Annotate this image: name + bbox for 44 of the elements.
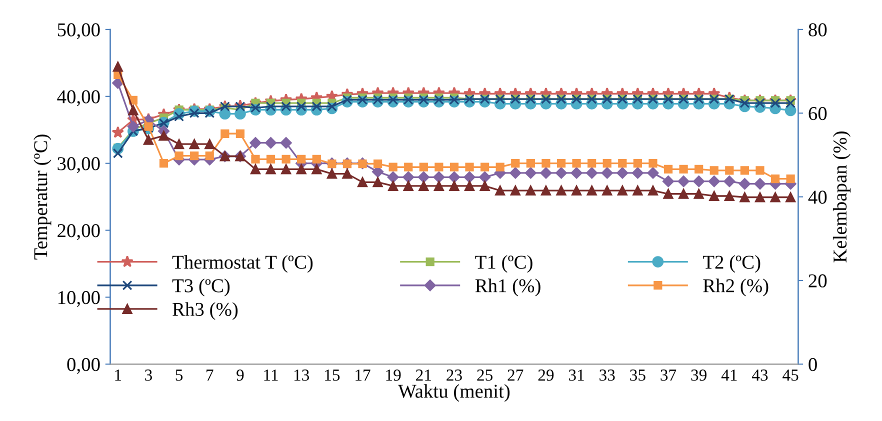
x-tick-label: 11 (264, 370, 278, 381)
y2-tick-label: 40 (808, 190, 827, 204)
y-tick-label: 40,00 (57, 90, 100, 106)
x-tick-label: 25 (477, 370, 492, 381)
y-tick-label: 20,00 (58, 224, 100, 240)
y2-axis-title: Kelembapan (%) (832, 132, 851, 262)
x-tick-label: 43 (752, 370, 768, 381)
y2-tick-label: 20 (808, 274, 827, 288)
x-tick-label: 3 (145, 370, 152, 381)
y-tick-label: 10,00 (58, 291, 100, 307)
y2-tick-label: 80 (808, 23, 827, 36)
x-axis-title: Waktu (menit) (398, 384, 510, 402)
x-tick-label: 39 (691, 370, 706, 381)
x-tick-label: 13 (294, 370, 310, 381)
x-tick-label: 5 (176, 370, 183, 381)
x-tick-label: 29 (538, 370, 554, 381)
y2-tick-label: 0 (808, 358, 817, 372)
x-tick-label: 33 (600, 370, 615, 381)
legend-label: T3 (ºC) (172, 278, 230, 296)
x-tick-label: 1 (115, 370, 122, 381)
x-tick-label: 17 (356, 370, 370, 381)
legend-label: Rh1 (%) (475, 278, 540, 296)
y-axis-title: Temperatur (ºC) (34, 134, 52, 260)
x-tick-label: 7 (206, 370, 214, 381)
legend-label: T1 (ºC) (475, 255, 532, 273)
x-tick-label: 15 (325, 370, 340, 381)
x-tick-label: 19 (386, 370, 401, 381)
x-tick-label: 27 (508, 370, 524, 381)
x-tick-label: 41 (721, 370, 737, 381)
legend-label: Rh2 (%) (703, 278, 768, 296)
y-tick-label: 30,00 (58, 157, 100, 174)
legend-label: Thermostat T (ºC) (172, 255, 313, 273)
legend-label: Rh3 (%) (172, 302, 238, 320)
x-tick-label: 35 (630, 370, 646, 381)
y-tick-label: 50,00 (58, 23, 100, 40)
x-tick-label: 21 (416, 370, 431, 381)
y-tick-label: 0,00 (67, 358, 100, 374)
x-tick-label: 37 (660, 370, 676, 381)
x-tick-label: 9 (236, 370, 244, 381)
x-tick-label: 45 (782, 370, 798, 381)
x-tick-label: 31 (569, 370, 584, 381)
x-tick-label: 23 (446, 370, 462, 381)
y2-tick-label: 60 (808, 106, 827, 120)
legend-label: T2 (ºC) (702, 255, 760, 273)
